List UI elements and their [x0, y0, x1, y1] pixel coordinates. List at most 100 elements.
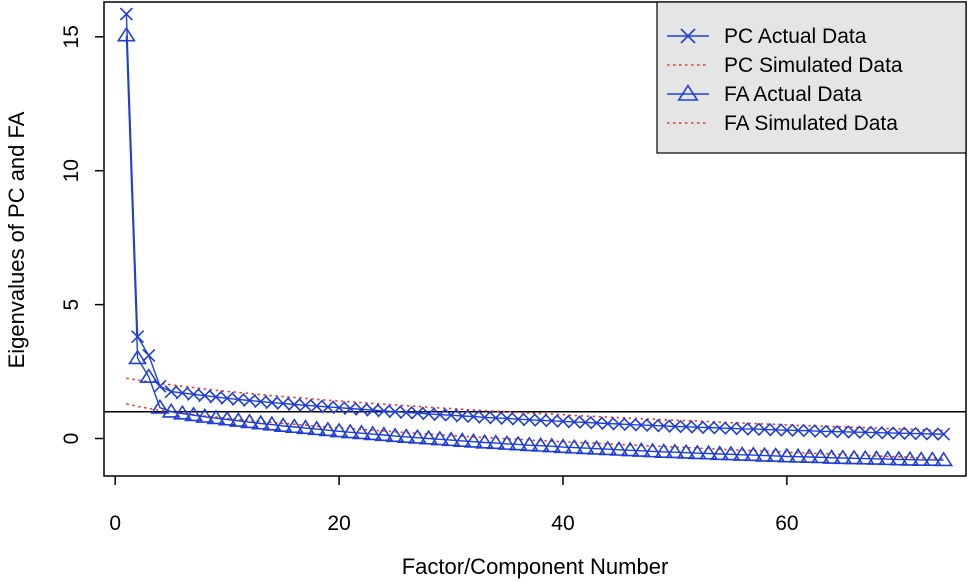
legend-marker: [677, 84, 699, 101]
data-point: [645, 418, 660, 432]
data-point: [287, 397, 301, 412]
data-point: [354, 402, 369, 416]
legend-box: [656, 1, 967, 154]
data-point: [385, 427, 405, 443]
data-point: [634, 418, 648, 432]
data-point: [889, 450, 909, 466]
data-point: [478, 410, 492, 424]
data-point: [531, 436, 551, 452]
legend-label: PC Simulated Data: [724, 54, 903, 77]
data-point: [363, 425, 383, 441]
y-tick-label: 5: [60, 299, 83, 311]
data-point: [231, 392, 245, 406]
data-point: [788, 447, 808, 463]
data-point: [131, 330, 145, 344]
data-point: [534, 413, 548, 427]
y-tick-label: 0: [60, 433, 83, 445]
data-point: [791, 423, 805, 438]
data-point: [766, 447, 786, 462]
data-point: [746, 422, 760, 436]
data-point: [430, 430, 450, 446]
data-point: [466, 409, 480, 424]
data-point: [799, 448, 819, 464]
data-point: [813, 424, 828, 438]
data-point: [195, 407, 215, 423]
data-point: [732, 446, 752, 461]
data-point: [757, 422, 772, 436]
data-point: [710, 445, 730, 461]
data-point: [676, 443, 696, 459]
data-point: [150, 398, 170, 414]
data-point: [172, 404, 192, 420]
x-tick-label: 20: [327, 512, 350, 535]
plot-frame: [103, 1, 967, 477]
data-point: [186, 387, 201, 401]
data-point: [937, 427, 951, 441]
data-point: [914, 427, 928, 441]
data-point: [844, 449, 864, 465]
data-point: [433, 408, 447, 422]
data-point: [623, 418, 637, 432]
data-point: [116, 26, 136, 42]
x-axis: 0 20 40 60: [109, 476, 799, 535]
data-point: [556, 414, 570, 428]
data-point: [687, 444, 707, 460]
data-point: [564, 438, 584, 454]
data-point: [332, 401, 346, 415]
data-point: [242, 393, 257, 408]
data-point: [825, 424, 839, 439]
data-point: [284, 418, 304, 434]
data-point: [310, 399, 324, 413]
data-point: [587, 439, 607, 455]
data-point: [455, 409, 469, 423]
data-point: [679, 420, 693, 434]
data-point: [396, 428, 416, 443]
data-point: [925, 427, 939, 441]
data-point: [508, 435, 528, 451]
data-point: [388, 405, 402, 419]
data-point: [407, 428, 427, 444]
data-point: [601, 416, 615, 431]
data-point: [665, 443, 685, 459]
pc-actual-data-line: [125, 14, 944, 435]
data-point: [575, 439, 595, 455]
legend-label: PC Actual Data: [724, 25, 867, 48]
data-point: [858, 425, 872, 439]
data-point: [743, 446, 763, 462]
data-point: [769, 423, 783, 437]
data-point: [822, 448, 842, 464]
legend-label: FA Simulated Data: [724, 112, 898, 135]
y-tick-label: 10: [60, 159, 83, 182]
data-point: [321, 400, 335, 414]
data-point: [410, 406, 425, 420]
data-point: [444, 408, 458, 422]
data-point: [754, 446, 775, 462]
data-point: [643, 442, 663, 458]
data-point: [542, 437, 562, 453]
x-tick-label: 0: [109, 512, 121, 535]
data-point: [184, 406, 204, 422]
data-point: [343, 401, 357, 416]
data-point: [318, 421, 338, 437]
data-point: [329, 422, 349, 438]
data-point: [598, 440, 618, 456]
data-point: [724, 421, 738, 435]
data-point: [810, 448, 830, 464]
data-point: [489, 411, 503, 425]
data-point: [142, 348, 156, 363]
data-point: [590, 416, 604, 430]
data-point: [307, 420, 327, 436]
data-point: [911, 451, 931, 466]
data-point: [721, 445, 741, 461]
data-point: [161, 402, 181, 418]
data-point: [254, 394, 268, 409]
data-point: [497, 435, 517, 450]
data-point: [900, 450, 920, 466]
data-point: [847, 425, 861, 439]
data-point: [419, 429, 439, 445]
data-point: [175, 386, 189, 400]
data-point: [699, 444, 719, 460]
series-layer: [116, 7, 954, 467]
data-point: [351, 424, 371, 440]
